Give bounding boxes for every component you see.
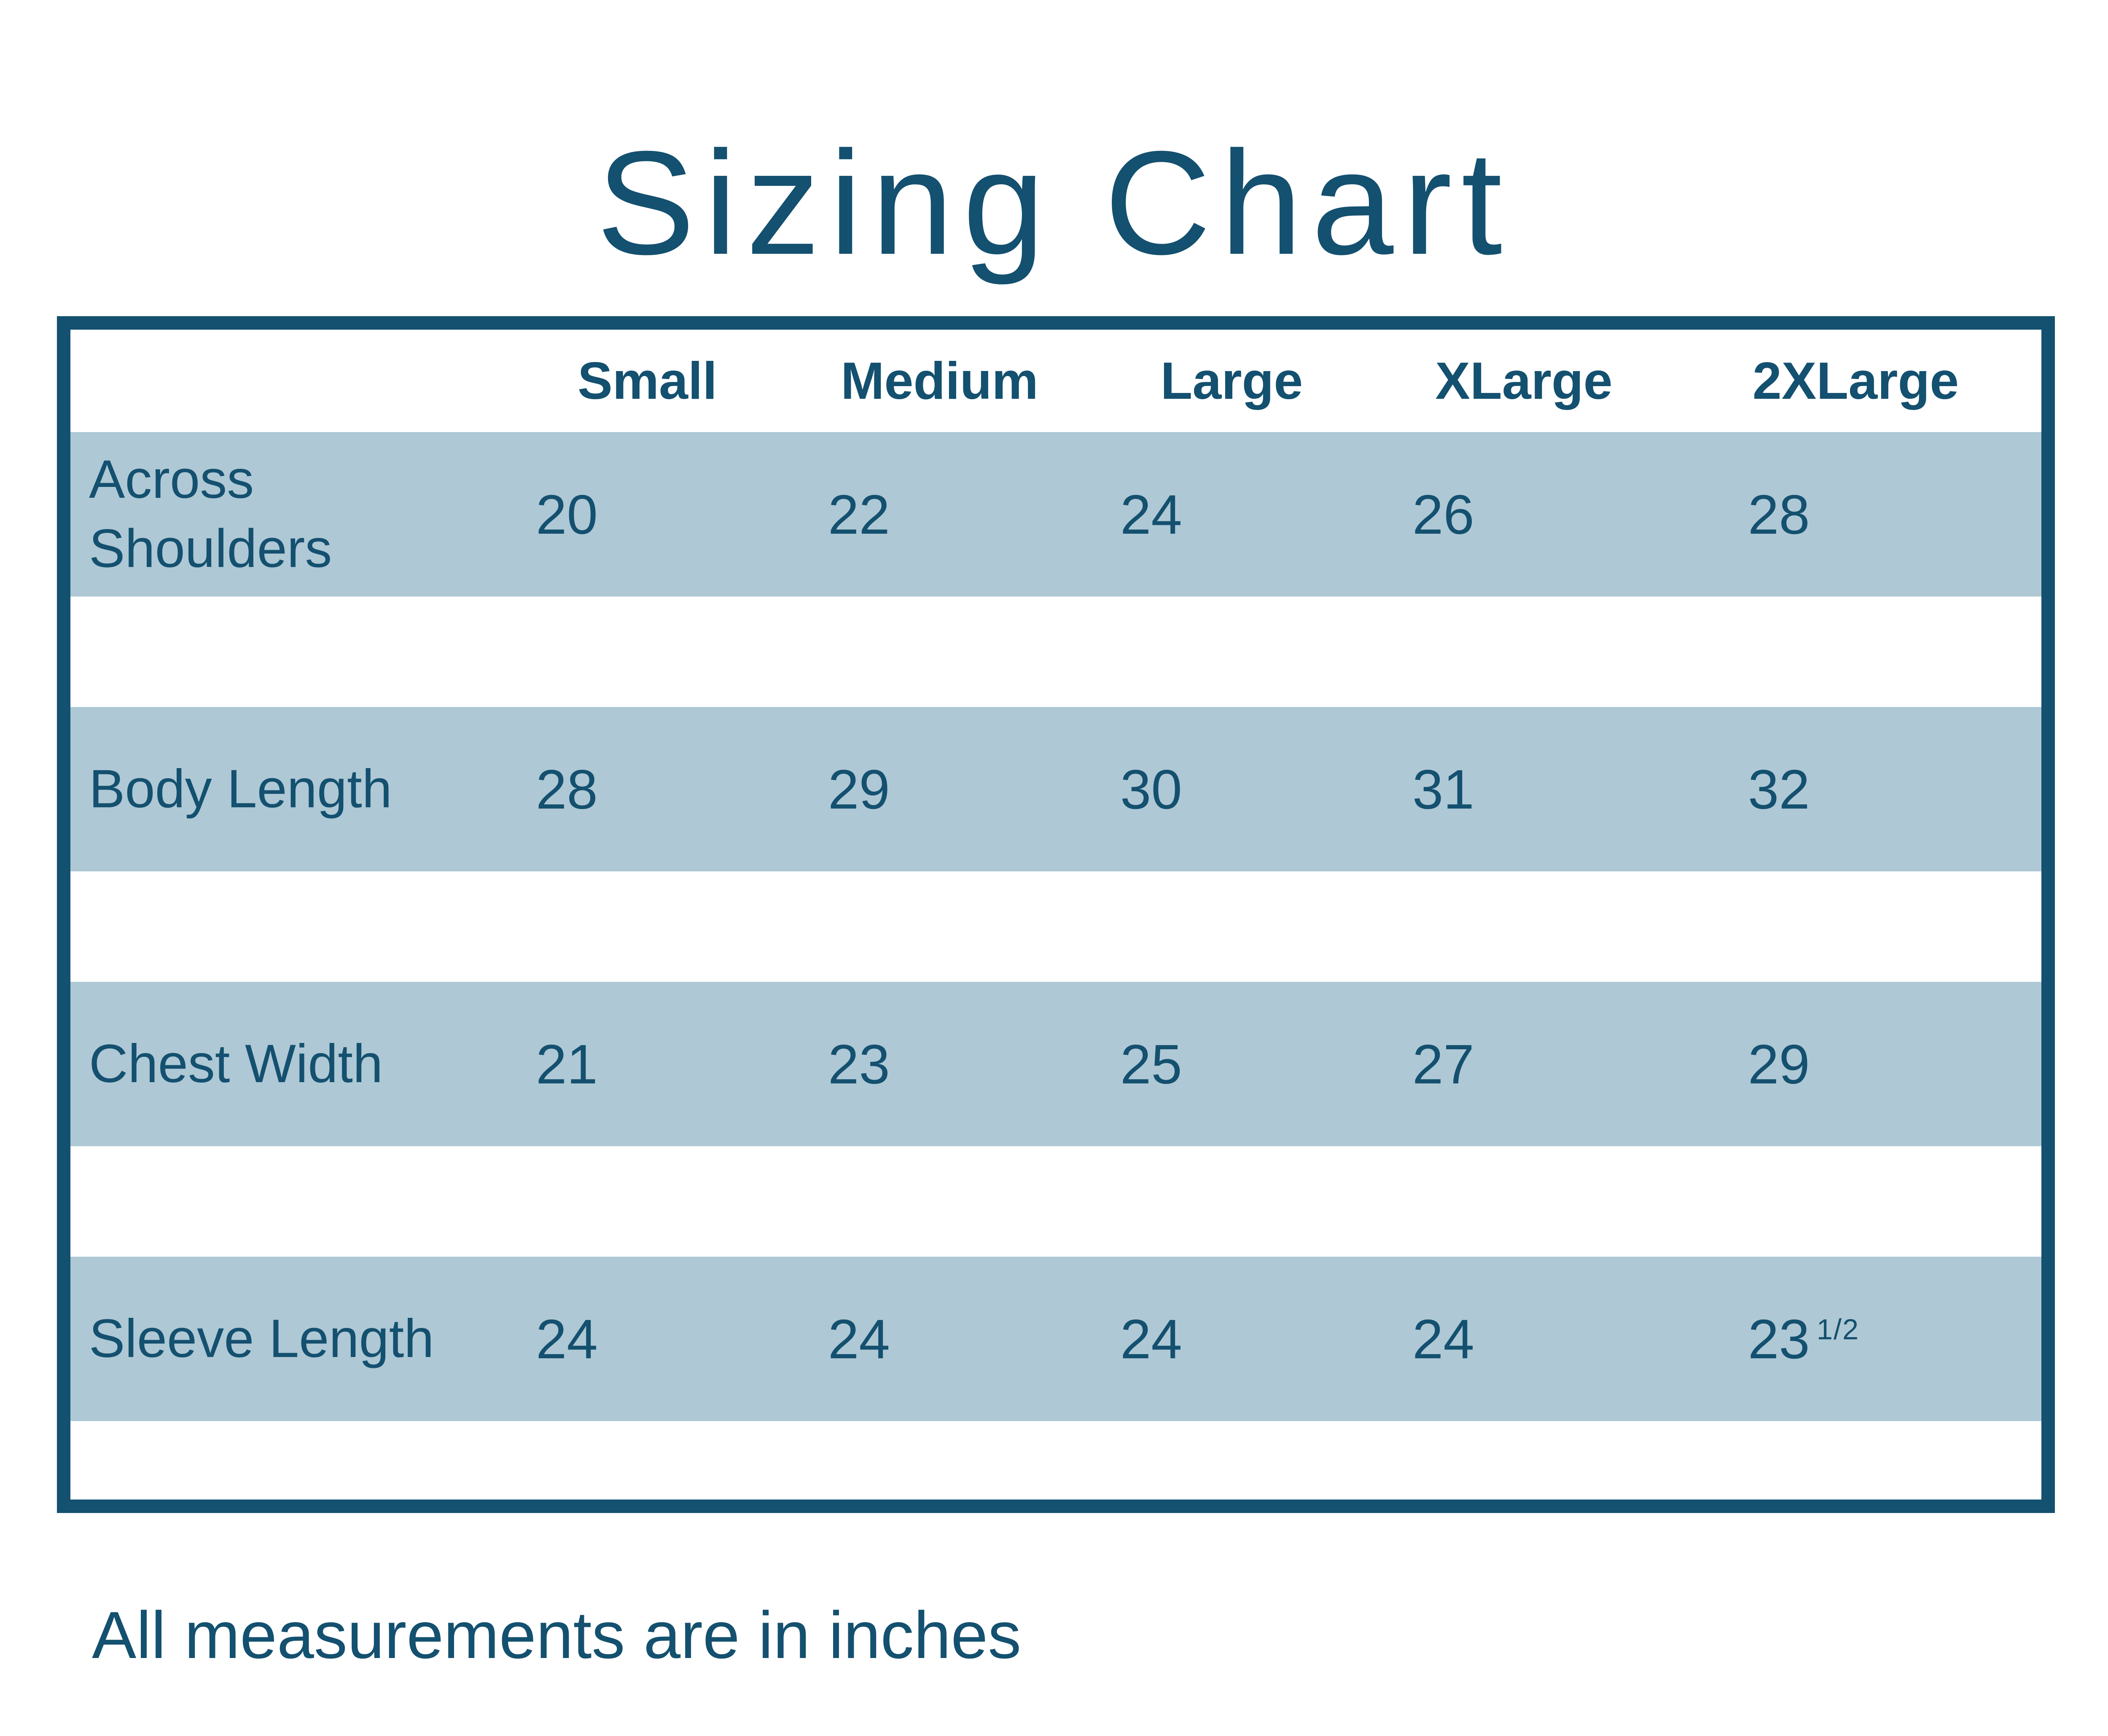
size-value: 29	[1670, 1032, 2041, 1096]
spacer-row	[70, 597, 2041, 707]
size-value: 31	[1378, 758, 1670, 821]
value-text: 26	[1412, 483, 1474, 546]
size-value: 29	[793, 758, 1086, 821]
table-row: Body Length 28 29 30 31 32	[70, 707, 2041, 871]
size-value: 24	[1378, 1307, 1670, 1371]
page-title: Sizing Chart	[596, 121, 1512, 285]
spacer-row	[70, 1146, 2041, 1257]
size-value: 26	[1378, 483, 1670, 546]
size-value: 22	[793, 483, 1086, 546]
footer-note: All measurements are in inches	[92, 1598, 1022, 1672]
value-text: 32	[1748, 758, 1810, 820]
value-text: 22	[828, 483, 890, 546]
value-text: 24	[1120, 483, 1182, 546]
value-text: 23	[1748, 1308, 1810, 1370]
value-text: 25	[1120, 1033, 1182, 1095]
table-row: Across Shoulders 20 22 24 26 28	[70, 432, 2041, 597]
size-value: 28	[1670, 483, 2041, 546]
row-label: Across Shoulders	[89, 449, 332, 579]
value-text: 29	[828, 758, 890, 820]
bottom-spacer-row	[70, 1421, 2041, 1500]
value-text: 27	[1412, 1033, 1474, 1095]
size-value: 30	[1086, 758, 1378, 821]
header-row: Small Medium Large XLarge 2XLarge	[70, 330, 2041, 432]
table-row: Chest Width 21 23 25 27 29	[70, 982, 2041, 1146]
size-value: 25	[1086, 1032, 1378, 1096]
spacer-row	[70, 871, 2041, 982]
value-text: 24	[828, 1308, 890, 1370]
value-text: 29	[1748, 1033, 1810, 1095]
row-label: Body Length	[89, 759, 392, 820]
value-text: 20	[536, 483, 598, 546]
size-value: 24	[1086, 483, 1378, 546]
value-text: 28	[1748, 483, 1810, 546]
value-fraction: 1/2	[1816, 1313, 1860, 1346]
size-value: 23 1/2	[1670, 1307, 2041, 1371]
column-header: Small	[578, 352, 717, 410]
size-value: 32	[1670, 758, 2041, 821]
value-text: 28	[536, 758, 598, 820]
size-value: 27	[1378, 1032, 1670, 1096]
value-text: 23	[828, 1033, 890, 1095]
size-value: 28	[501, 758, 793, 821]
value-text: 31	[1412, 758, 1474, 820]
row-label: Chest Width	[89, 1034, 383, 1094]
column-header: XLarge	[1435, 352, 1613, 410]
value-text: 24	[1120, 1308, 1182, 1370]
column-header: Large	[1160, 352, 1303, 410]
value-text: 24	[1412, 1308, 1474, 1370]
size-value: 23	[793, 1032, 1086, 1096]
value-text: 24	[536, 1308, 598, 1370]
size-value: 24	[1086, 1307, 1378, 1371]
column-header: Medium	[841, 352, 1038, 410]
table-row: Sleeve Length 24 24 24 24 23 1/2	[70, 1257, 2041, 1421]
value-text: 21	[536, 1033, 598, 1095]
size-value: 20	[501, 483, 793, 546]
row-label: Sleeve Length	[89, 1309, 434, 1369]
size-value: 24	[501, 1307, 793, 1371]
size-value: 24	[793, 1307, 1086, 1371]
size-value: 21	[501, 1032, 793, 1096]
column-header: 2XLarge	[1752, 352, 1959, 410]
value-text: 30	[1120, 758, 1182, 820]
sizing-table: Small Medium Large XLarge 2XLarge Across Shou…	[57, 316, 2055, 1513]
